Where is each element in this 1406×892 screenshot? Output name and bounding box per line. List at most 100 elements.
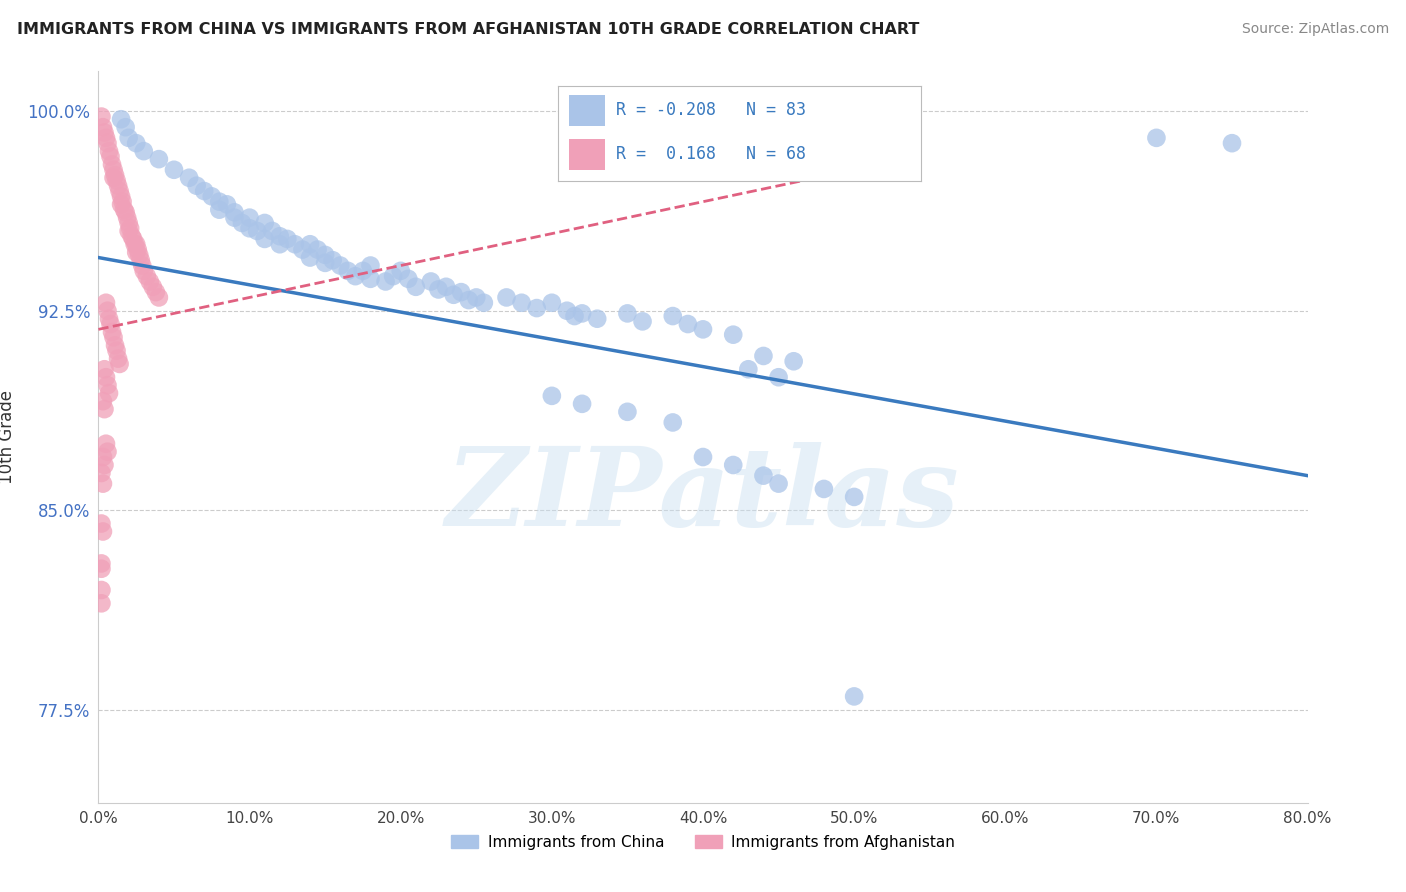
Point [104, 338, 127, 352]
Point [269, 237, 291, 252]
Point [129, 253, 152, 268]
Point [571, 306, 593, 320]
Point [253, 216, 276, 230]
Point [94, 131, 117, 145]
Point [125, 245, 148, 260]
Point [208, 202, 231, 217]
Point [163, 162, 186, 177]
Point [322, 253, 344, 268]
Y-axis label: 10th Grade: 10th Grade [0, 390, 15, 484]
Point [616, 306, 638, 320]
Point [122, 232, 145, 246]
Point [94, 295, 117, 310]
Point [420, 275, 443, 289]
Point [93, 402, 115, 417]
Point [291, 243, 314, 257]
Point [336, 264, 359, 278]
Point [208, 194, 231, 209]
Point [139, 275, 162, 289]
Point [616, 405, 638, 419]
Point [526, 301, 548, 315]
Point [661, 309, 683, 323]
Legend: Immigrants from China, Immigrants from Afghanistan: Immigrants from China, Immigrants from A… [443, 827, 963, 857]
Point [103, 162, 125, 177]
Point [96, 136, 118, 151]
Point [299, 237, 322, 252]
Point [314, 248, 336, 262]
Point [661, 416, 683, 430]
Point [768, 370, 790, 384]
Point [132, 144, 155, 158]
Point [128, 248, 150, 262]
Point [120, 221, 142, 235]
Point [114, 120, 136, 135]
Point [96, 444, 118, 458]
Point [91, 450, 114, 464]
Point [676, 317, 699, 331]
Point [396, 272, 419, 286]
Point [101, 157, 124, 171]
Point [586, 311, 609, 326]
Point [111, 194, 134, 209]
Point [540, 295, 562, 310]
Point [93, 362, 115, 376]
Point [91, 394, 114, 409]
Point [118, 131, 141, 145]
Point [100, 317, 122, 331]
Point [96, 303, 118, 318]
Point [405, 280, 427, 294]
Text: ZIPatlas: ZIPatlas [446, 442, 960, 549]
Point [105, 173, 128, 187]
Point [239, 211, 262, 225]
Point [752, 349, 775, 363]
Point [239, 221, 262, 235]
Point [374, 275, 396, 289]
Point [495, 290, 517, 304]
Point [98, 144, 121, 158]
Point [284, 237, 307, 252]
Point [269, 229, 291, 244]
Point [215, 197, 238, 211]
Point [443, 287, 465, 301]
Point [108, 184, 131, 198]
Point [135, 269, 157, 284]
Point [107, 351, 129, 366]
Point [90, 596, 112, 610]
Point [382, 269, 405, 284]
Point [344, 269, 367, 284]
Point [124, 237, 146, 252]
Point [145, 285, 167, 299]
Point [148, 290, 170, 304]
Point [193, 184, 215, 198]
Point [90, 466, 112, 480]
Point [103, 170, 125, 185]
Point [91, 120, 114, 135]
Point [94, 370, 117, 384]
Point [737, 362, 759, 376]
Point [118, 216, 141, 230]
Point [844, 490, 866, 504]
Point [90, 582, 112, 597]
Point [224, 211, 246, 225]
Point [94, 436, 117, 450]
Point [103, 330, 125, 344]
Point [90, 557, 112, 571]
Point [91, 524, 114, 539]
Point [201, 189, 224, 203]
Point [107, 178, 129, 193]
Point [1220, 136, 1243, 151]
Point [104, 168, 127, 182]
Point [96, 378, 118, 392]
Point [692, 450, 714, 464]
Point [110, 197, 132, 211]
Point [844, 690, 866, 704]
Point [434, 280, 457, 294]
Point [276, 232, 298, 246]
Point [723, 327, 745, 342]
Point [692, 322, 714, 336]
Point [105, 343, 128, 358]
Point [101, 325, 124, 339]
Point [360, 272, 382, 286]
Point [307, 243, 329, 257]
Point [329, 259, 352, 273]
